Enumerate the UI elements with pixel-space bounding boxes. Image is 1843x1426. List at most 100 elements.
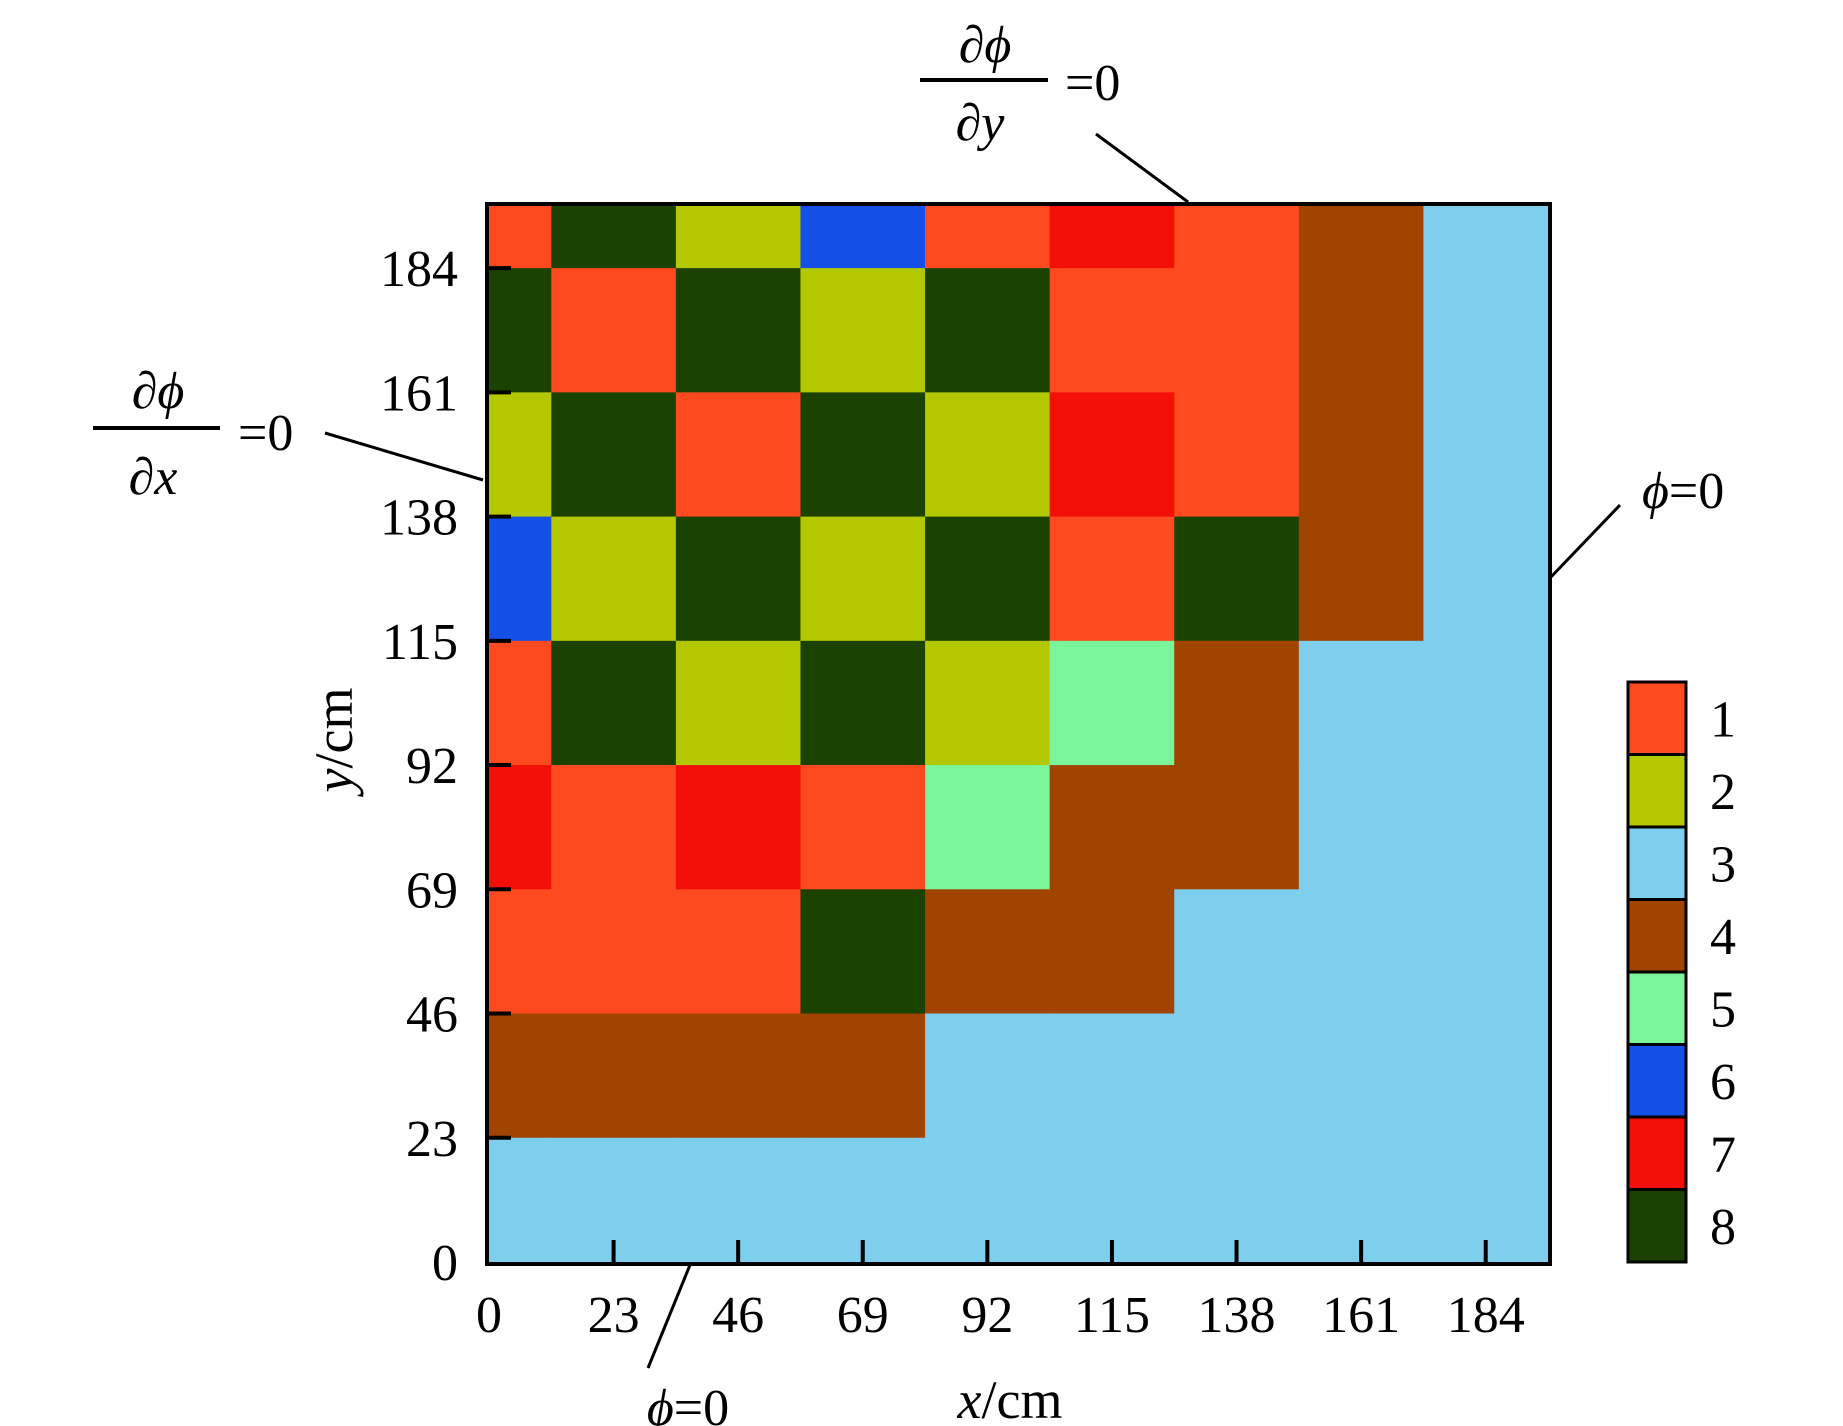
heatmap-cell xyxy=(1423,392,1549,518)
heatmap-cell xyxy=(675,1013,802,1139)
heatmap-cell xyxy=(1298,268,1425,393)
legend-label: 6 xyxy=(1710,1054,1736,1111)
legend-label: 1 xyxy=(1710,691,1736,748)
y-tick-label: 161 xyxy=(380,365,458,422)
heatmap-cell xyxy=(1298,1013,1425,1139)
legend-swatch xyxy=(1626,970,1688,1046)
heatmap-cell xyxy=(1049,392,1175,518)
heatmap-cell xyxy=(1049,765,1175,890)
heatmap-cell xyxy=(925,392,1051,518)
y-axis-label: y/cm xyxy=(304,688,364,798)
heatmap-cell xyxy=(489,1137,552,1263)
y-tick-label: 92 xyxy=(406,738,458,795)
heatmap-cell xyxy=(675,889,802,1015)
legend-swatch xyxy=(1626,825,1688,901)
heatmap-cell xyxy=(1049,516,1175,642)
heatmap-cell xyxy=(1298,392,1425,518)
heatmap-cell xyxy=(489,889,552,1015)
y-tick-label: 69 xyxy=(406,862,458,919)
heatmap-cell xyxy=(1423,889,1549,1015)
right-bc-text: ϕ=0 xyxy=(1642,463,1724,520)
bottom-bc-leader-line xyxy=(646,1264,692,1369)
heatmap-cell xyxy=(675,268,802,393)
x-tick-label: 161 xyxy=(1322,1287,1400,1344)
heatmap-cell xyxy=(925,1013,1051,1139)
left-bc-rhs: =0 xyxy=(238,405,293,462)
right-bc-leader-line xyxy=(1548,503,1622,580)
heatmap-cell xyxy=(1049,1013,1175,1139)
left-bc-denominator: ∂x xyxy=(129,449,178,506)
heatmap-cell xyxy=(1174,765,1300,890)
heatmap-cell xyxy=(800,206,926,269)
heatmap-cell xyxy=(1423,640,1549,766)
heatmap-cell xyxy=(925,206,1051,269)
x-tick-label: 46 xyxy=(712,1287,764,1344)
x-tick-label: 92 xyxy=(961,1287,1013,1344)
bottom-bc-text: ϕ=0 xyxy=(647,1380,729,1426)
x-tick-label: 115 xyxy=(1074,1287,1150,1344)
heatmap-cell xyxy=(925,889,1051,1015)
heatmap-cell xyxy=(489,392,552,518)
heatmap-cell xyxy=(551,889,677,1015)
y-tick-label: 0 xyxy=(432,1235,458,1292)
heatmap-cell xyxy=(489,206,552,269)
heatmap-cell xyxy=(1298,206,1425,269)
heatmap-cell xyxy=(800,392,926,518)
heatmap-cell xyxy=(800,1013,926,1139)
heatmap-cell xyxy=(800,889,926,1015)
heatmap-cell xyxy=(675,640,802,766)
heatmap-cell xyxy=(489,516,552,642)
heatmap-cell xyxy=(1423,516,1549,642)
heatmap-cell xyxy=(551,206,677,269)
heatmap-cell xyxy=(925,640,1051,766)
heatmap-cell xyxy=(1423,206,1549,269)
x-tick-label: 138 xyxy=(1198,1287,1276,1344)
heatmap-cell xyxy=(551,1013,677,1139)
legend-label: 3 xyxy=(1710,836,1736,893)
x-tick-label: 69 xyxy=(837,1287,889,1344)
heatmap-cell xyxy=(489,1013,552,1139)
heatmap-cell xyxy=(551,765,677,890)
legend-label: 5 xyxy=(1710,981,1736,1038)
top-bc-leader-line xyxy=(1095,132,1189,204)
heatmap-cell xyxy=(1174,1013,1300,1139)
heatmap-cell xyxy=(1174,516,1300,642)
legend-swatch xyxy=(1626,1188,1688,1264)
heatmap-cell xyxy=(489,640,552,766)
bottom-boundary-condition: ϕ=0 xyxy=(646,1264,729,1426)
heatmap-cell xyxy=(1174,268,1300,393)
heatmap-cell xyxy=(1423,1013,1549,1139)
heatmap-cell xyxy=(675,206,802,269)
legend-label: 8 xyxy=(1710,1199,1736,1256)
top-bc-numerator: ∂ϕ xyxy=(959,17,1012,74)
legend-swatch xyxy=(1626,753,1688,829)
top-bc-denominator: ∂y xyxy=(956,95,1006,152)
heatmap-cell xyxy=(675,765,802,890)
heatmap-cell xyxy=(925,268,1051,393)
heatmap-cell xyxy=(1174,889,1300,1015)
heatmap-cell xyxy=(1423,765,1549,890)
legend: 1 2 3 4 5 6 7 8 xyxy=(1626,680,1736,1264)
heatmap-cell xyxy=(925,516,1051,642)
heatmap-cell xyxy=(1174,640,1300,766)
heatmap-cell xyxy=(1298,889,1425,1015)
heatmap-cell xyxy=(800,765,926,890)
legend-swatch xyxy=(1626,1115,1688,1191)
heatmap-cell xyxy=(1298,640,1425,766)
heatmap-cell xyxy=(489,765,552,890)
x-axis-ticks: 0 23 46 69 92 115 138 161 184 xyxy=(476,1240,1525,1344)
y-tick-label: 138 xyxy=(380,490,458,547)
heatmap-cell xyxy=(489,268,552,393)
heatmap-cell xyxy=(800,268,926,393)
heatmap-cell xyxy=(800,516,926,642)
heatmap-cell xyxy=(675,516,802,642)
legend-swatch xyxy=(1626,1043,1688,1119)
heatmap-cell xyxy=(551,640,677,766)
heatmap-cell xyxy=(1174,206,1300,269)
left-boundary-condition: ∂ϕ ∂x =0 xyxy=(93,363,484,506)
heatmap-cell xyxy=(1174,392,1300,518)
legend-label: 2 xyxy=(1710,764,1736,821)
right-boundary-condition: ϕ=0 xyxy=(1548,463,1724,580)
heatmap-cell xyxy=(1049,268,1175,393)
heatmap-cell xyxy=(551,516,677,642)
